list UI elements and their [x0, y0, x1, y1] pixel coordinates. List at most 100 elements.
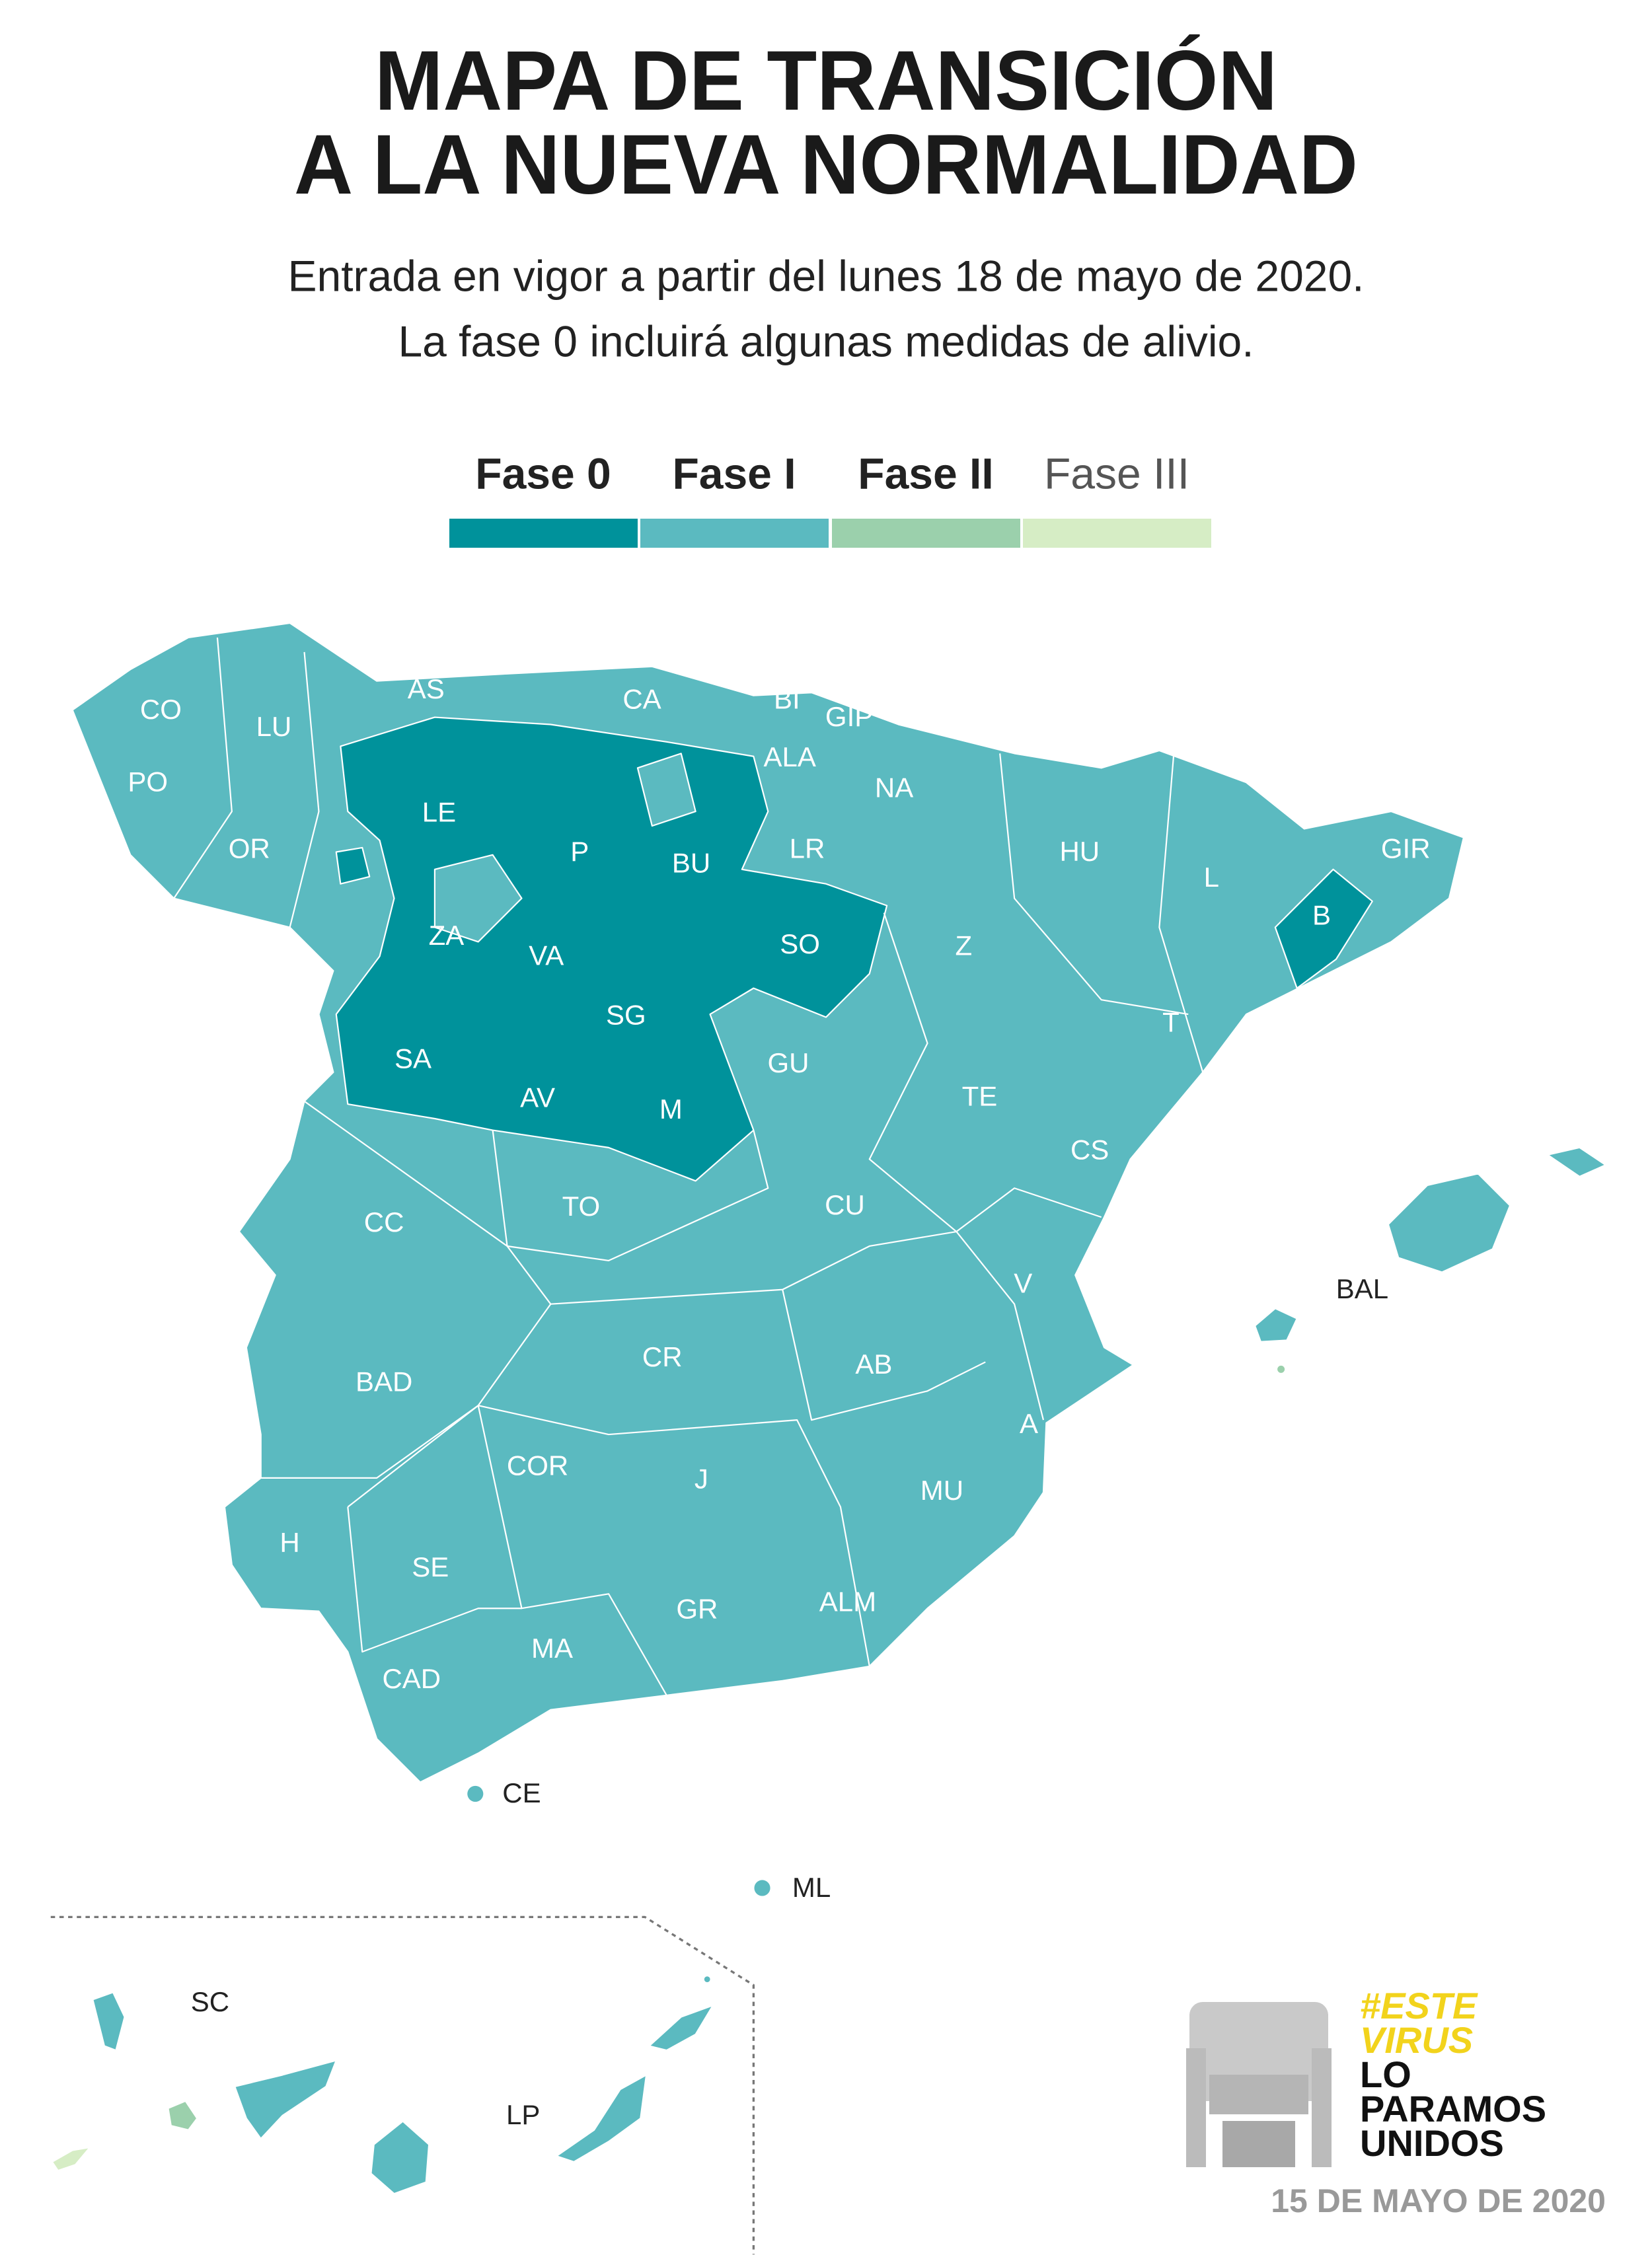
region-label: ALM	[819, 1586, 876, 1617]
coat-of-arms	[1186, 2048, 1206, 2167]
region-label: V	[1014, 1267, 1032, 1298]
region-label: CAD	[382, 1663, 441, 1694]
region-label: TO	[562, 1191, 601, 1222]
legend-label: Fase I	[672, 449, 796, 498]
slogan-line: UNIDOS	[1360, 2122, 1504, 2164]
region-label: GIR	[1381, 833, 1431, 864]
island	[234, 2059, 337, 2139]
island	[1275, 1364, 1287, 1375]
island	[648, 2005, 714, 2052]
island	[1387, 1173, 1511, 1273]
subtitle-line: Entrada en vigor a partir del lunes 18 d…	[287, 251, 1364, 300]
logo: #ESTE VIRUS LO PARAMOS UNIDOS	[1186, 1985, 1546, 2167]
region-label: BI	[774, 684, 800, 715]
province-border	[1158, 753, 1204, 1073]
inset-border	[50, 1915, 755, 2255]
slogan-line: PARAMOS	[1360, 2088, 1546, 2130]
legend-swatch	[449, 519, 638, 548]
region-label: AS	[408, 673, 445, 704]
province-border	[478, 1405, 870, 1667]
region-label: ZA	[429, 920, 465, 951]
island	[556, 2074, 648, 2163]
region-label: H	[280, 1527, 299, 1558]
legend: Fase 0 Fase I Fase II Fase III	[449, 449, 1211, 548]
province-border	[868, 912, 1102, 1233]
area-label: SC	[191, 1986, 229, 2017]
region-label: HU	[1059, 836, 1100, 867]
region-label: CS	[1070, 1134, 1109, 1166]
title-line: A LA NUEVA NORMALIDAD	[294, 118, 1358, 212]
region-label: AB	[855, 1349, 892, 1380]
map	[50, 622, 1606, 2255]
date: 15 DE MAYO DE 2020	[1271, 2182, 1606, 2219]
province-border	[347, 1506, 522, 1653]
coat-of-arms	[1312, 2048, 1332, 2167]
legend-label: Fase II	[858, 449, 993, 498]
area-label: ML	[792, 1872, 831, 1903]
region-label: GU	[767, 1047, 809, 1078]
region-label: VA	[529, 940, 564, 971]
province-border	[999, 753, 1189, 1016]
region-label: SA	[394, 1043, 432, 1074]
region-label: LE	[422, 797, 456, 828]
hashtag-line: VIRUS	[1360, 2019, 1473, 2061]
phase-1-patch	[433, 854, 523, 943]
phase-0-area	[1274, 868, 1373, 989]
legend-swatch	[1023, 519, 1211, 548]
region-label: BU	[672, 847, 710, 878]
melilla-dot	[754, 1880, 770, 1896]
region-label: T	[1162, 1007, 1180, 1038]
region-label: P	[570, 836, 589, 867]
area-label: BAL	[1336, 1273, 1388, 1304]
region-label: BAD	[356, 1366, 412, 1397]
region-label: M	[659, 1093, 683, 1125]
region-label: Z	[956, 930, 973, 961]
region-label: PO	[128, 766, 168, 797]
region-label: GR	[676, 1594, 718, 1625]
province-border	[260, 1100, 552, 1479]
phase-0-area	[335, 716, 888, 1182]
region-label: SO	[780, 928, 820, 959]
region-label: LU	[256, 711, 292, 742]
coat-of-arms	[1222, 2121, 1295, 2167]
island	[1254, 1308, 1298, 1343]
area-label: CE	[502, 1777, 541, 1808]
legend-label: Fase III	[1044, 449, 1189, 498]
province-border	[173, 637, 233, 899]
region-label: CA	[622, 684, 661, 715]
region-label: NA	[875, 772, 913, 803]
region-label: GIP	[825, 701, 873, 732]
region-label: SE	[412, 1551, 449, 1582]
region-label: SG	[606, 1000, 646, 1031]
province-border	[550, 1230, 1045, 1421]
province-border	[492, 1130, 769, 1262]
region-label: OR	[229, 833, 270, 864]
island	[167, 2100, 198, 2131]
region-label: CO	[140, 694, 182, 725]
province-border	[289, 651, 320, 928]
region-label: J	[695, 1463, 708, 1494]
region-label: TE	[962, 1080, 998, 1111]
peninsula	[71, 622, 1465, 1783]
region-label: CU	[825, 1189, 865, 1220]
island	[370, 2120, 430, 2195]
region-label: AV	[520, 1082, 555, 1113]
region-label: CC	[364, 1206, 404, 1238]
phase-0-area	[335, 846, 371, 885]
island	[1547, 1146, 1606, 1177]
hashtag-line: #ESTE	[1360, 1985, 1478, 2026]
region-label: L	[1204, 862, 1219, 893]
region-label: B	[1312, 899, 1331, 930]
region-label: LR	[790, 833, 825, 864]
region-label: A	[1020, 1408, 1038, 1439]
island	[51, 2146, 91, 2172]
region-label: MU	[920, 1475, 963, 1506]
phase-1-patch	[636, 753, 696, 827]
region-label: COR	[507, 1450, 568, 1481]
area-label: LP	[506, 2099, 540, 2130]
legend-label: Fase 0	[475, 449, 611, 498]
island	[704, 1976, 710, 1983]
